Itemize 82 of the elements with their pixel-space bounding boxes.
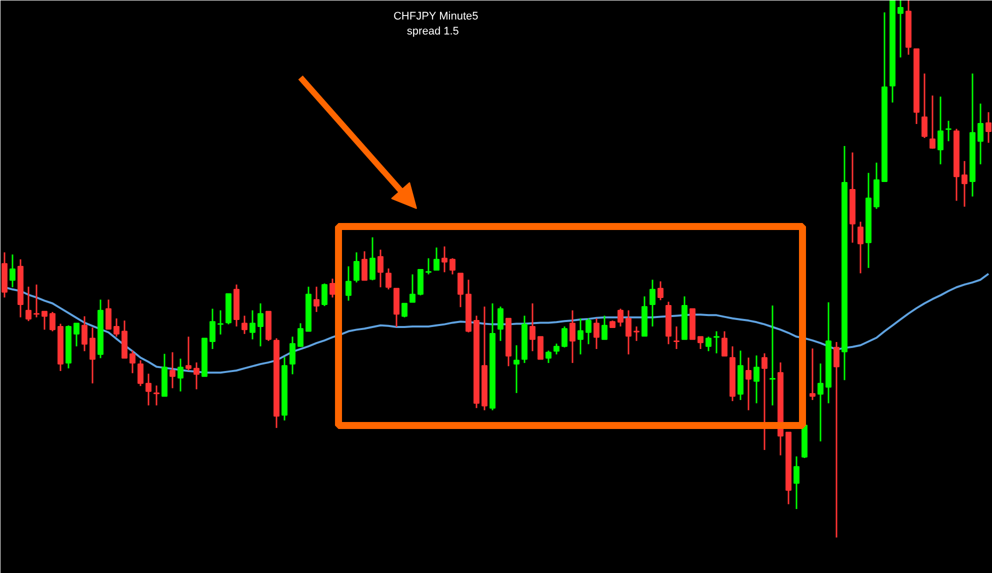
text: CHFJPY Minute5	[393, 10, 478, 22]
candlestick	[186, 336, 192, 372]
candlestick	[458, 272, 464, 308]
candlestick	[250, 310, 256, 340]
candlestick	[858, 220, 864, 274]
candlestick	[498, 306, 504, 342]
candlestick	[634, 326, 640, 342]
candlestick	[794, 456, 800, 510]
candlestick	[562, 326, 568, 348]
candlestick	[922, 72, 928, 139]
candlestick	[314, 286, 320, 313]
candlestick	[898, 0, 904, 58]
candlestick	[82, 316, 88, 352]
candlestick	[170, 351, 176, 389]
candlestick	[386, 268, 392, 290]
candlestick	[114, 318, 120, 338]
candlestick	[834, 341, 840, 538]
candlestick	[146, 372, 152, 406]
candlestick	[602, 314, 608, 340]
candlestick	[330, 278, 336, 298]
candlestick	[362, 250, 368, 282]
candlestick	[810, 348, 816, 401]
candlestick	[818, 362, 824, 442]
candlestick	[26, 286, 32, 322]
candlestick	[586, 318, 592, 345]
candlestick	[434, 246, 440, 271]
candlestick	[626, 310, 632, 356]
candlestick	[762, 352, 768, 451]
candlestick	[578, 318, 584, 356]
candlestick	[986, 111, 992, 144]
candlestick	[258, 302, 264, 348]
candlestick	[178, 358, 184, 392]
candlestick	[538, 336, 544, 360]
candlestick	[530, 302, 536, 352]
candlestick	[10, 254, 16, 288]
candlestick	[754, 354, 760, 404]
candlestick	[90, 326, 96, 384]
candlestick	[962, 160, 968, 208]
candlestick	[130, 350, 136, 374]
candlestick	[658, 280, 664, 301]
candlestick	[674, 326, 680, 350]
candlestick	[74, 322, 80, 348]
candlestick	[218, 310, 224, 336]
text: spread 1.5	[406, 26, 459, 38]
candlestick	[378, 248, 384, 288]
candlestick	[714, 330, 720, 354]
candlestick	[618, 308, 624, 328]
candlestick	[930, 94, 936, 150]
candlestick	[42, 310, 48, 330]
candlestick	[34, 284, 40, 318]
candlestick	[722, 330, 728, 357]
candlestick	[370, 236, 376, 282]
candlestick	[210, 308, 216, 350]
candlestick	[106, 298, 112, 330]
candlestick	[514, 344, 520, 394]
candlestick	[346, 266, 352, 302]
candlestick	[650, 278, 656, 328]
candlestick	[442, 246, 448, 273]
candlestick	[698, 336, 704, 350]
candlestick	[554, 342, 560, 356]
candlestick	[154, 384, 160, 406]
candlestick	[410, 274, 416, 304]
candlestick	[978, 102, 984, 166]
candlestick	[570, 310, 576, 364]
candlestick	[354, 252, 360, 284]
candlestick	[450, 258, 456, 276]
candlestick	[290, 336, 296, 375]
candlestick	[546, 350, 552, 364]
candlestick	[50, 311, 56, 332]
candlestick	[322, 282, 328, 307]
candlestick	[298, 322, 304, 348]
candlestick	[594, 318, 600, 350]
candlestick	[938, 96, 944, 166]
candlestick	[770, 304, 776, 406]
candlestick	[242, 314, 248, 335]
candlestick	[402, 302, 408, 318]
candlestick	[426, 258, 432, 276]
candlestick	[746, 356, 752, 411]
candlestick	[946, 120, 952, 142]
candlestick	[194, 362, 200, 390]
candlestick	[706, 336, 712, 352]
candlestick	[138, 360, 144, 387]
